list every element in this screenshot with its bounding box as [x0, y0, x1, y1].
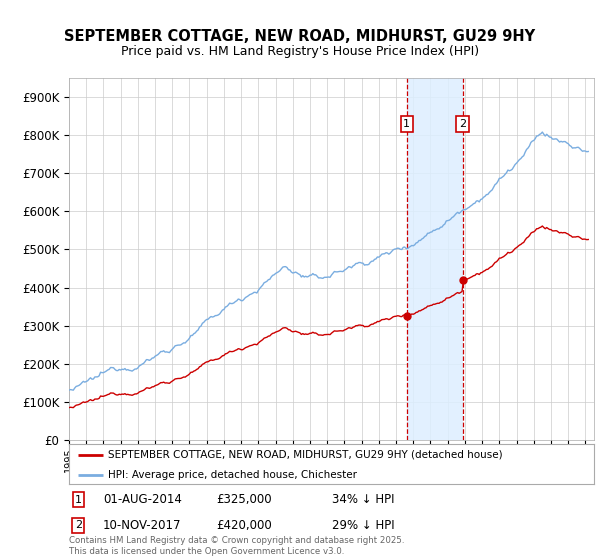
- Text: 1: 1: [403, 119, 410, 129]
- Text: 2: 2: [75, 520, 82, 530]
- Bar: [407, 78, 463, 440]
- Text: SEPTEMBER COTTAGE, NEW ROAD, MIDHURST, GU29 9HY: SEPTEMBER COTTAGE, NEW ROAD, MIDHURST, G…: [64, 29, 536, 44]
- Text: HPI: Average price, detached house, Chichester: HPI: Average price, detached house, Chic…: [109, 470, 358, 480]
- Text: 34% ↓ HPI: 34% ↓ HPI: [331, 493, 394, 506]
- Text: 2: 2: [459, 119, 466, 129]
- Text: Price paid vs. HM Land Registry's House Price Index (HPI): Price paid vs. HM Land Registry's House …: [121, 45, 479, 58]
- Text: 10-NOV-2017: 10-NOV-2017: [103, 519, 182, 531]
- Text: £420,000: £420,000: [216, 519, 272, 531]
- Text: SEPTEMBER COTTAGE, NEW ROAD, MIDHURST, GU29 9HY (detached house): SEPTEMBER COTTAGE, NEW ROAD, MIDHURST, G…: [109, 450, 503, 460]
- Text: 1: 1: [75, 494, 82, 505]
- Text: 01-AUG-2014: 01-AUG-2014: [103, 493, 182, 506]
- Text: Contains HM Land Registry data © Crown copyright and database right 2025.
This d: Contains HM Land Registry data © Crown c…: [69, 536, 404, 556]
- Text: £325,000: £325,000: [216, 493, 272, 506]
- Text: 29% ↓ HPI: 29% ↓ HPI: [331, 519, 394, 531]
